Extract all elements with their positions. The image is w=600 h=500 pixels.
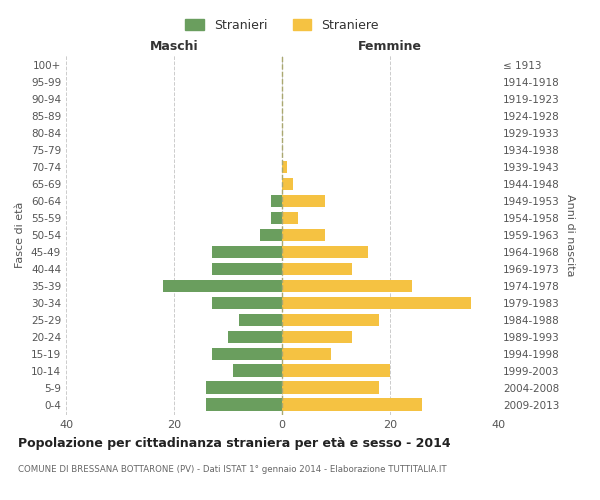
Bar (282, 382, 379, 394)
Bar (239, 314, 282, 326)
Bar (228, 330, 282, 344)
Bar (282, 296, 471, 310)
Bar (282, 246, 368, 258)
Bar (206, 398, 282, 411)
Bar (212, 348, 282, 360)
Bar (282, 262, 352, 276)
Bar (212, 246, 282, 258)
Bar (233, 364, 282, 377)
Bar (206, 382, 282, 394)
Y-axis label: Anni di nascita: Anni di nascita (565, 194, 575, 276)
Text: Femmine: Femmine (358, 40, 422, 54)
Text: Maschi: Maschi (149, 40, 199, 54)
Text: Popolazione per cittadinanza straniera per età e sesso - 2014: Popolazione per cittadinanza straniera p… (18, 438, 451, 450)
Bar (282, 314, 379, 326)
Bar (271, 212, 282, 224)
Bar (282, 280, 412, 292)
Bar (212, 262, 282, 276)
Bar (271, 194, 282, 207)
Bar (260, 228, 282, 241)
Bar (282, 228, 325, 241)
Bar (163, 280, 282, 292)
Bar (282, 194, 325, 207)
Bar (282, 330, 352, 344)
Text: COMUNE DI BRESSANA BOTTARONE (PV) - Dati ISTAT 1° gennaio 2014 - Elaborazione TU: COMUNE DI BRESSANA BOTTARONE (PV) - Dati… (18, 466, 446, 474)
Bar (282, 364, 390, 377)
Bar (282, 348, 331, 360)
Y-axis label: Fasce di età: Fasce di età (16, 202, 25, 268)
Bar (282, 212, 298, 224)
Bar (212, 296, 282, 310)
Bar (282, 160, 287, 173)
Bar (282, 178, 293, 190)
Bar (282, 398, 422, 411)
Legend: Stranieri, Straniere: Stranieri, Straniere (185, 18, 379, 32)
